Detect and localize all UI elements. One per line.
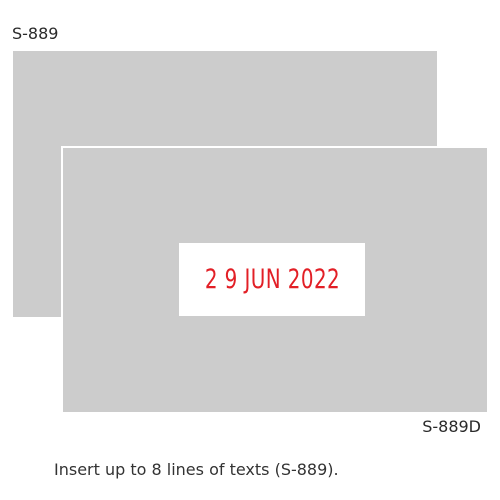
model-label-s889: S-889: [12, 24, 59, 43]
caption-text: Insert up to 8 lines of texts (S-889).: [54, 460, 339, 479]
date-impression-text: 2 9 JUN 2022: [204, 264, 340, 295]
date-impression-box: 2 9 JUN 2022: [179, 243, 365, 316]
model-label-s889d: S-889D: [422, 417, 481, 436]
